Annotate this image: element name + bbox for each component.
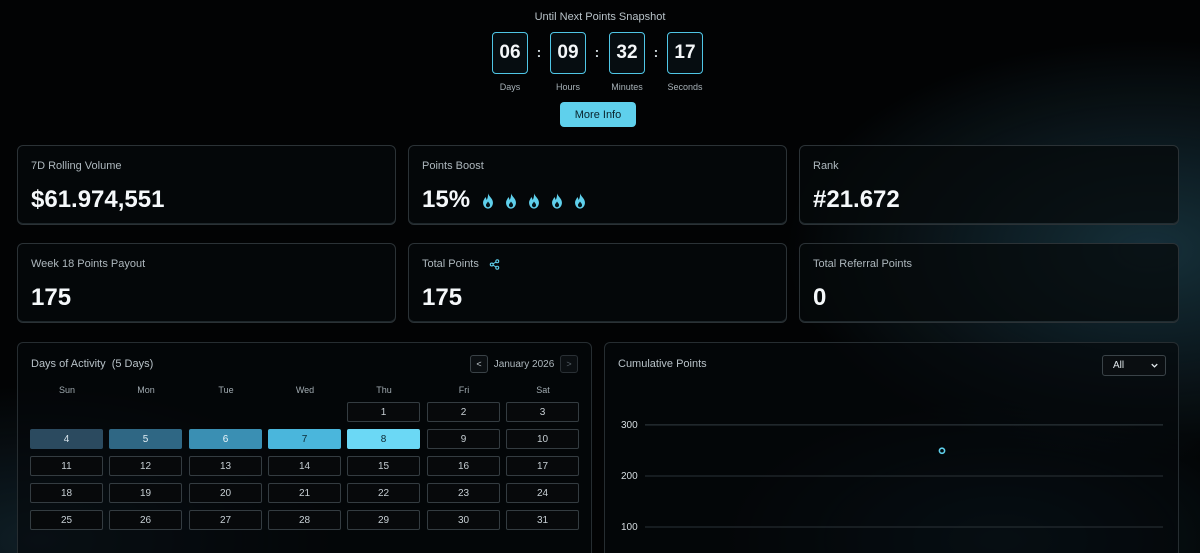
flame-icon xyxy=(529,193,539,209)
week-payout-card: Week 18 Points Payout 175 xyxy=(17,243,396,323)
week-payout-value: 175 xyxy=(31,284,72,311)
flame-icon xyxy=(483,193,493,209)
countdown-minutes-label: Minutes xyxy=(611,82,643,92)
calendar-day[interactable]: 21 xyxy=(268,483,341,503)
cumulative-points-panel: Cumulative Points All 100 200 300 xyxy=(604,342,1179,553)
share-icon[interactable] xyxy=(489,258,500,270)
y-tick-label: 100 xyxy=(621,522,638,533)
calendar-day[interactable]: 14 xyxy=(268,456,341,476)
countdown-hours-label: Hours xyxy=(555,82,580,92)
calendar-day[interactable]: 12 xyxy=(109,456,182,476)
calendar-day[interactable]: 18 xyxy=(30,483,103,503)
rank-label: Rank xyxy=(813,160,839,172)
boost-flames xyxy=(479,192,589,210)
y-tick-label: 300 xyxy=(621,420,638,431)
calendar-day[interactable]: 31 xyxy=(506,510,579,530)
weekday-mon: Mon xyxy=(137,385,155,395)
calendar-day[interactable]: 3 xyxy=(506,402,579,422)
rolling-volume-value: $61.974,551 xyxy=(31,186,165,213)
calendar-day[interactable]: 13 xyxy=(189,456,262,476)
calendar-day[interactable]: 27 xyxy=(189,510,262,530)
calendar-day-active[interactable]: 8 xyxy=(347,429,420,449)
rank-card: Rank #21.672 xyxy=(799,145,1179,225)
total-points-card: Total Points 175 xyxy=(408,243,787,323)
y-tick-label: 200 xyxy=(621,471,638,482)
calendar-day-active[interactable]: 6 xyxy=(189,429,262,449)
active-days-count: (5 Days) xyxy=(111,358,154,370)
referral-points-label: Total Referral Points xyxy=(813,258,913,270)
referral-points-value: 0 xyxy=(813,284,827,311)
rank-value: #21.672 xyxy=(813,186,900,213)
range-select-value: All xyxy=(1113,360,1125,371)
data-point[interactable] xyxy=(938,447,946,455)
calendar-day[interactable]: 22 xyxy=(347,483,420,503)
calendar-day[interactable]: 2 xyxy=(427,402,500,422)
points-boost-card: Points Boost 15% xyxy=(408,145,787,225)
calendar-day[interactable]: 16 xyxy=(427,456,500,476)
calendar-day[interactable]: 11 xyxy=(30,456,103,476)
rolling-volume-label: 7D Rolling Volume xyxy=(31,160,122,172)
weekday-wed: Wed xyxy=(295,385,315,395)
calendar-title: Days of Activity (5 Days) xyxy=(31,358,154,370)
calendar-day[interactable]: 23 xyxy=(427,483,500,503)
calendar-day[interactable]: 28 xyxy=(268,510,341,530)
countdown-separator: : xyxy=(653,44,659,60)
calendar-day[interactable]: 15 xyxy=(347,456,420,476)
countdown-title: Until Next Points Snapshot xyxy=(534,11,666,23)
calendar-day-active[interactable]: 4 xyxy=(30,429,103,449)
countdown-seconds-value: 17 xyxy=(667,32,703,74)
activity-calendar-panel: Days of Activity (5 Days) < January 2026… xyxy=(17,342,592,553)
week-payout-label: Week 18 Points Payout xyxy=(31,258,146,270)
countdown-separator: : xyxy=(536,44,542,60)
calendar-day[interactable]: 19 xyxy=(109,483,182,503)
next-month-button[interactable]: > xyxy=(560,355,578,373)
points-boost-label: Points Boost xyxy=(422,160,484,172)
countdown-hours-value: 09 xyxy=(550,32,586,74)
countdown-minutes-value: 32 xyxy=(609,32,645,74)
flame-icon xyxy=(506,193,516,209)
calendar-day-active[interactable]: 7 xyxy=(268,429,341,449)
prev-month-button[interactable]: < xyxy=(470,355,488,373)
countdown-seconds-label: Seconds xyxy=(667,82,703,92)
total-points-value: 175 xyxy=(422,284,463,311)
points-boost-value-row: 15% xyxy=(422,186,589,214)
month-navigation: < January 2026 > xyxy=(470,355,578,373)
calendar-day[interactable]: 20 xyxy=(189,483,262,503)
weekday-thu: Thu xyxy=(376,385,392,395)
referral-points-card: Total Referral Points 0 xyxy=(799,243,1179,323)
countdown-days-value: 06 xyxy=(492,32,528,74)
calendar-day-active[interactable]: 5 xyxy=(109,429,182,449)
flame-icon xyxy=(575,193,585,209)
rolling-volume-card: 7D Rolling Volume $61.974,551 xyxy=(17,145,396,225)
weekday-sat: Sat xyxy=(536,385,550,395)
month-label: January 2026 xyxy=(493,358,555,370)
calendar-day[interactable]: 9 xyxy=(427,429,500,449)
calendar-day[interactable]: 26 xyxy=(109,510,182,530)
more-info-button[interactable]: More Info xyxy=(560,102,636,127)
range-select[interactable]: All xyxy=(1102,355,1166,376)
chevron-down-icon xyxy=(1151,363,1158,368)
weekday-fri: Fri xyxy=(458,385,470,395)
calendar-day[interactable]: 17 xyxy=(506,456,579,476)
weekday-tue: Tue xyxy=(218,385,234,395)
countdown-days-label: Days xyxy=(499,82,521,92)
calendar-day[interactable]: 30 xyxy=(427,510,500,530)
flame-icon xyxy=(552,193,562,209)
weekday-sun: Sun xyxy=(58,385,75,395)
cumulative-points-chart: 100 200 300 xyxy=(621,420,1163,533)
calendar-day[interactable]: 24 xyxy=(506,483,579,503)
calendar-day[interactable]: 1 xyxy=(347,402,420,422)
countdown-separator: : xyxy=(594,44,600,60)
chart-title: Cumulative Points xyxy=(618,358,707,370)
total-points-label: Total Points xyxy=(422,258,500,270)
calendar-day[interactable]: 10 xyxy=(506,429,579,449)
calendar-day[interactable]: 25 xyxy=(30,510,103,530)
calendar-day[interactable]: 29 xyxy=(347,510,420,530)
points-boost-value: 15% xyxy=(422,186,471,213)
